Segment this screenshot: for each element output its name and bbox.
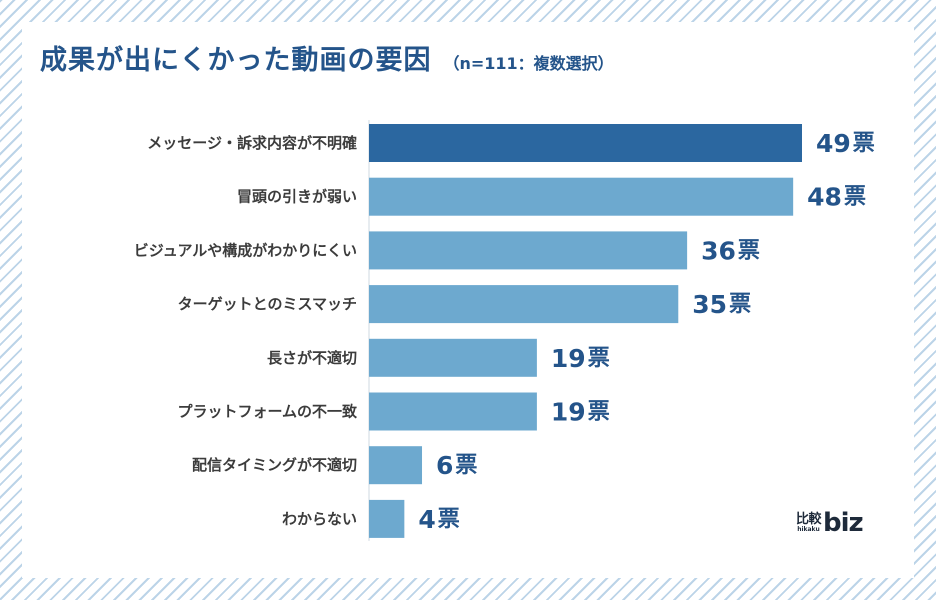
- chart-subtitle: （n=111：複数選択）: [443, 54, 614, 73]
- category-label-6: プラットフォームの不一致: [177, 403, 358, 421]
- value-number-7: 6: [436, 451, 453, 480]
- value-label-2: 48票: [807, 182, 866, 211]
- category-label-7: 配信タイミングが不適切: [192, 456, 357, 474]
- bar-8: [369, 499, 405, 538]
- value-label-8: 4票: [418, 504, 459, 533]
- value-unit-1: 票: [853, 131, 875, 156]
- value-label-4: 35票: [692, 290, 751, 319]
- value-number-5: 19: [551, 343, 586, 372]
- value-number-3: 36: [701, 236, 736, 265]
- value-unit-2: 票: [844, 184, 866, 209]
- category-label-4: ターゲットとのミスマッチ: [178, 295, 357, 313]
- value-number-8: 4: [418, 504, 435, 533]
- bar-5: [369, 338, 537, 377]
- value-label-1: 49票: [816, 129, 875, 158]
- title-row: 成果が出にくかった動画の要因 （n=111：複数選択）: [40, 38, 614, 77]
- bar-3: [369, 231, 688, 270]
- value-unit-5: 票: [588, 345, 610, 370]
- category-label-1: メッセージ・訴求内容が不明確: [147, 134, 357, 152]
- value-unit-4: 票: [729, 292, 751, 317]
- chart-title: 成果が出にくかった動画の要因: [40, 45, 432, 76]
- value-unit-7: 票: [455, 453, 477, 478]
- value-unit-8: 票: [438, 506, 460, 531]
- bar-4: [369, 285, 679, 324]
- bar-2: [369, 177, 794, 216]
- logo-biz: biz: [823, 508, 864, 538]
- logo-kanji: 比較: [796, 512, 822, 527]
- category-label-8: わからない: [282, 510, 357, 528]
- value-label-5: 19票: [551, 343, 610, 372]
- value-label-7: 6票: [436, 451, 477, 480]
- value-number-1: 49: [816, 129, 851, 158]
- category-label-3: ビジュアルや構成がわかりにくい: [134, 241, 357, 259]
- value-number-4: 35: [692, 290, 727, 319]
- value-label-3: 36票: [701, 236, 760, 265]
- logo-jp: 比較 hikaku: [796, 512, 822, 534]
- bar-6: [369, 392, 537, 431]
- value-unit-3: 票: [738, 238, 760, 263]
- value-unit-6: 票: [588, 399, 610, 424]
- category-label-5: 長さが不適切: [267, 349, 357, 367]
- bar-1: [369, 124, 802, 162]
- value-number-2: 48: [807, 182, 842, 211]
- bar-7: [369, 446, 423, 485]
- category-label-2: 冒頭の引きが弱い: [237, 188, 357, 206]
- value-number-6: 19: [551, 397, 586, 426]
- hikaku-biz-logo: 比較 hikaku biz: [796, 508, 864, 538]
- logo-roman: hikaku: [797, 526, 820, 533]
- value-label-6: 19票: [551, 397, 610, 426]
